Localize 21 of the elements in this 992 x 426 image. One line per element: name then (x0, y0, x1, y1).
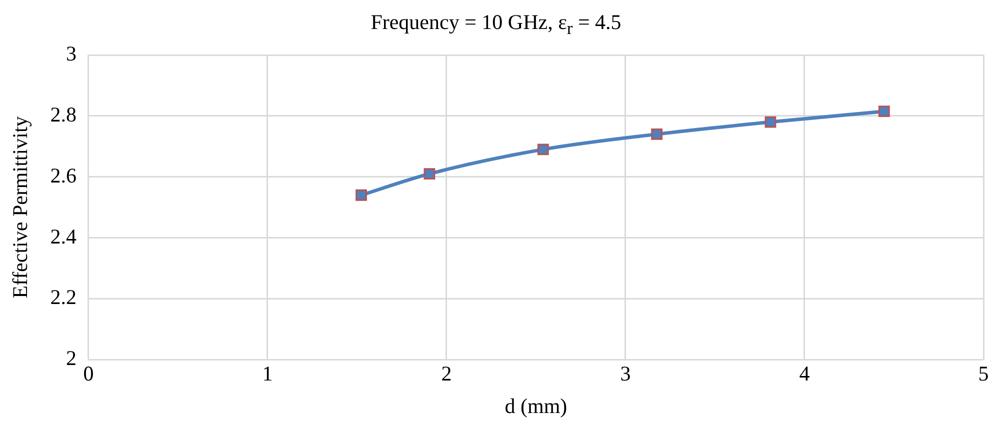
y-axis-title: Effective Permittivity (8, 116, 32, 298)
chart-title: Frequency = 10 GHz, ε$_{r}$ = 4.5 (370, 10, 622, 40)
point (651, 128, 663, 140)
x-tick-label: 3 (620, 362, 631, 386)
x-axis-title: d (mm) (504, 394, 568, 418)
point (878, 106, 890, 118)
x-tick-label: 5 (978, 362, 989, 386)
point (356, 189, 367, 201)
point (537, 144, 549, 156)
y-tick-label: 2 (66, 346, 76, 370)
y-tick-label: 2.4 (50, 224, 77, 248)
point (424, 168, 436, 180)
point (764, 116, 776, 128)
y-tick-label: 2.2 (50, 285, 76, 310)
y-tick-label: 2.8 (50, 102, 76, 126)
y-tick-label: 2.6 (50, 163, 76, 188)
x-tick-label: 2 (441, 362, 452, 386)
x-tick-label: 0 (83, 362, 94, 386)
x-tick-label: 1 (262, 362, 273, 386)
y-tick-label: 3 (66, 42, 76, 66)
x-tick-label: 4 (799, 362, 810, 386)
